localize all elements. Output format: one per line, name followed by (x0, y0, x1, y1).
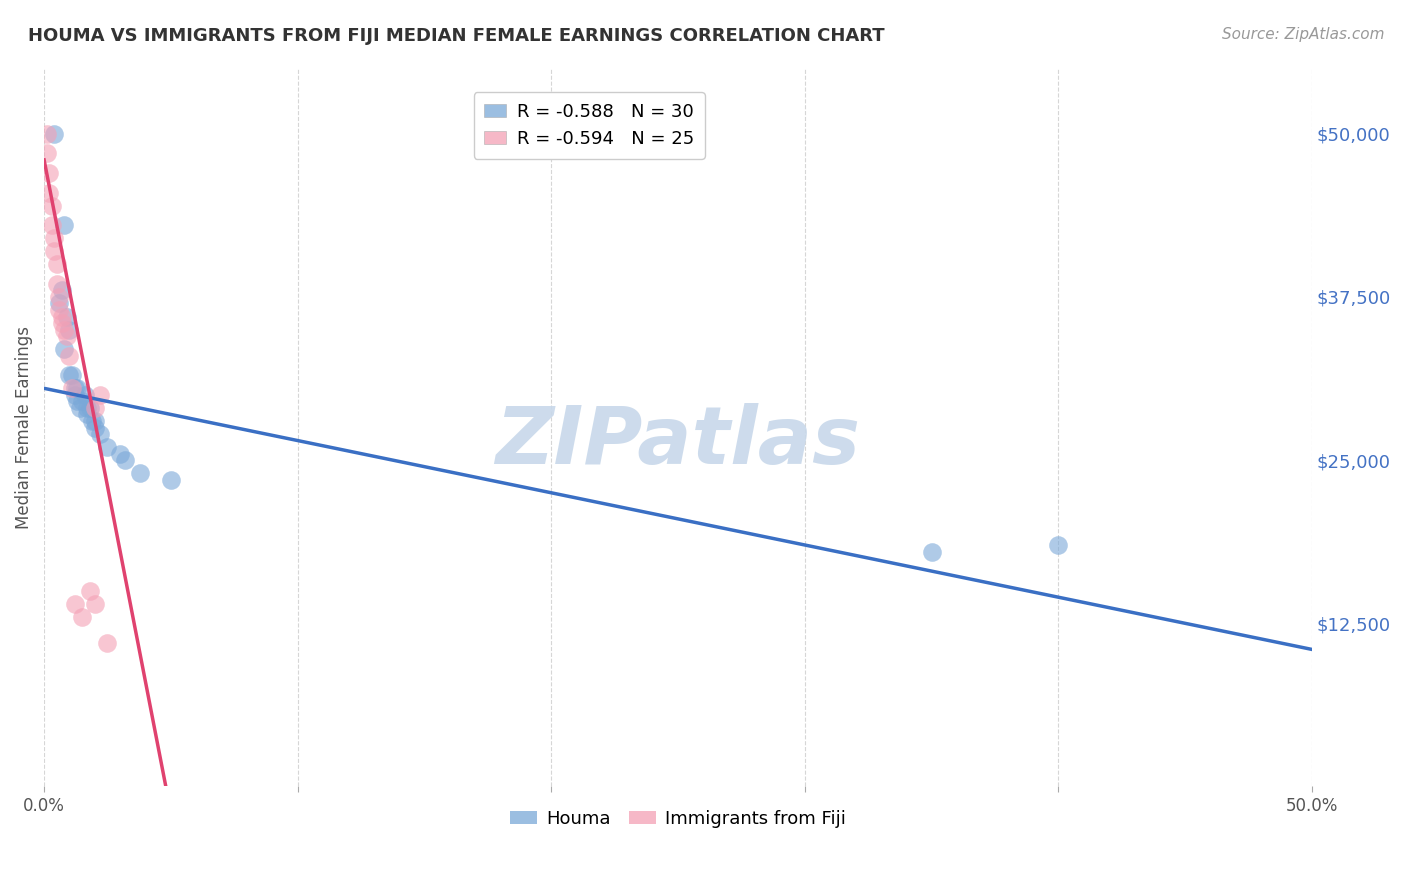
Point (56, 329, 79, 343)
Text: HOUMA VS IMMIGRANTS FROM FIJI MEDIAN FEMALE EARNINGS CORRELATION CHART: HOUMA VS IMMIGRANTS FROM FIJI MEDIAN FEM… (28, 27, 884, 45)
Point (63, 381, 86, 395)
Point (51, 316, 73, 330)
Point (79, 401, 101, 415)
Point (38, 186, 60, 200)
Point (76, 408, 98, 422)
Point (38, 166, 60, 180)
Point (45, 277, 67, 291)
Point (41, 218, 63, 232)
Point (44, 244, 66, 259)
Point (53, 342, 76, 356)
Point (35, 127, 58, 141)
Point (53, 218, 76, 232)
Point (108, 447, 131, 461)
Point (70, 609, 93, 624)
Point (66, 381, 89, 395)
Point (51, 284, 73, 298)
Point (921, 544, 943, 558)
Point (58, 323, 80, 337)
Point (51, 310, 73, 324)
Point (58, 368, 80, 383)
Point (58, 349, 80, 363)
Point (63, 597, 86, 611)
Point (66, 394, 89, 409)
Point (160, 473, 183, 487)
Text: ZIPatlas: ZIPatlas (495, 403, 860, 481)
Point (82, 414, 104, 428)
Point (56, 310, 79, 324)
Legend: Houma, Immigrants from Fiji: Houma, Immigrants from Fiji (503, 803, 853, 835)
Point (41, 198, 63, 212)
Point (44, 127, 66, 141)
Point (63, 388, 86, 402)
Point (129, 466, 152, 480)
Point (83, 597, 105, 611)
Point (60, 368, 83, 383)
Point (89, 427, 111, 442)
Point (53, 323, 76, 337)
Point (73, 388, 96, 402)
Point (79, 583, 101, 598)
Point (35, 146, 58, 161)
Text: Source: ZipAtlas.com: Source: ZipAtlas.com (1222, 27, 1385, 42)
Point (76, 401, 98, 415)
Point (96, 636, 118, 650)
Point (83, 420, 105, 434)
Point (45, 257, 67, 271)
Point (48, 296, 70, 310)
Point (83, 414, 105, 428)
Point (60, 381, 83, 395)
Point (44, 231, 66, 245)
Point (1047, 538, 1070, 552)
Point (96, 440, 118, 454)
Point (89, 388, 111, 402)
Point (83, 401, 105, 415)
Point (69, 401, 91, 415)
Point (70, 394, 93, 409)
Point (114, 453, 136, 467)
Point (48, 290, 70, 304)
Point (48, 303, 70, 318)
Y-axis label: Median Female Earnings: Median Female Earnings (15, 326, 32, 529)
